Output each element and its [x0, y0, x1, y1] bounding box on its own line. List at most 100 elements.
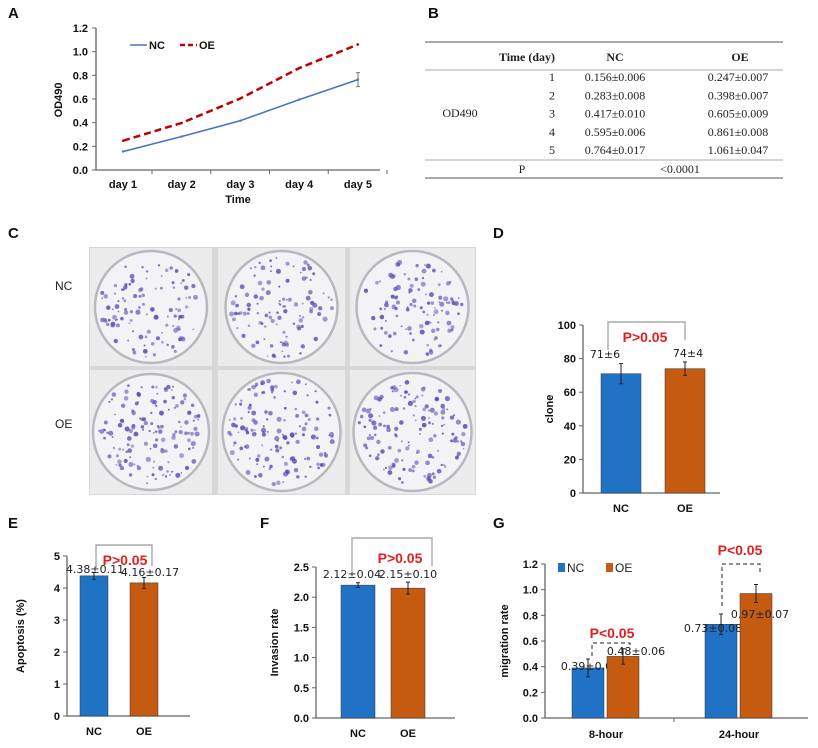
colony-dot	[232, 444, 235, 447]
colony-dot	[363, 288, 369, 293]
colony-dot	[146, 329, 151, 334]
colony-dot	[103, 428, 107, 432]
colony-dot	[114, 319, 117, 322]
colony-dot	[282, 481, 285, 484]
table-cell-nc: 0.764±0.017	[585, 143, 646, 157]
colony-dot	[174, 430, 178, 434]
colony-dot	[407, 277, 411, 281]
colony-dot	[419, 306, 423, 310]
colony-dot	[377, 453, 380, 457]
colony-dot	[160, 275, 163, 277]
colony-dot	[120, 288, 123, 291]
y-tick-label: 1.5	[294, 622, 309, 634]
colony-dot	[161, 340, 164, 344]
colony-dot	[432, 313, 435, 317]
error-bar	[92, 571, 96, 580]
colony-dot	[428, 292, 434, 298]
bar-oe-24-hour	[739, 593, 773, 719]
colony-dot	[255, 340, 260, 345]
colony-dot	[191, 283, 196, 289]
colony-dot	[244, 428, 249, 432]
x-tick-label: OE	[400, 728, 416, 740]
colony-dot	[316, 462, 320, 467]
colony-dot	[173, 444, 179, 449]
colony-dot	[440, 410, 446, 415]
colony-dot	[278, 285, 281, 288]
colony-dot	[317, 311, 322, 317]
colony-dot	[371, 420, 375, 423]
colony-dot	[233, 441, 237, 445]
colony-dot	[316, 445, 321, 450]
colony-dot	[296, 324, 301, 329]
series-line-nc	[122, 78, 359, 153]
colony-dot	[423, 474, 427, 478]
colony-dot	[403, 272, 407, 276]
colony-dot	[415, 395, 419, 399]
colony-dot	[233, 417, 237, 421]
colony-dot	[375, 456, 380, 461]
colony-dot	[372, 425, 378, 430]
y-tick-label: 0.0	[73, 165, 88, 177]
colony-dot	[405, 328, 407, 330]
colony-dot	[145, 277, 148, 280]
colony-dot	[257, 454, 261, 458]
colony-dot	[307, 418, 311, 422]
culture-dish	[224, 249, 339, 365]
y-tick-label: 0.2	[73, 141, 88, 153]
x-tick-label: NC	[350, 728, 366, 740]
colony-dot	[412, 298, 417, 304]
colony-dot	[130, 278, 135, 284]
colony-dot	[164, 475, 168, 478]
colony-dot	[264, 410, 268, 414]
data-table: Time (day) NC OE OD490 1 0.156±0.006 0.247±0.0…	[425, 41, 783, 179]
colony-dot	[160, 448, 165, 454]
colony-dot	[283, 390, 286, 393]
colony-dot	[411, 338, 415, 342]
colony-dot	[111, 435, 114, 439]
table-cell-day: 3	[549, 107, 555, 121]
colony-dot	[437, 450, 439, 452]
colony-dot	[409, 283, 414, 288]
colony-dot	[172, 286, 176, 289]
y-tick-label: 0.6	[523, 636, 538, 648]
data-label: 0.48±0.06	[607, 645, 665, 658]
colony-dot	[436, 468, 442, 474]
colony-dot	[412, 399, 416, 404]
colony-dot	[146, 482, 149, 485]
colony-dot	[261, 287, 265, 291]
colony-dot	[281, 433, 284, 436]
colony-dot	[270, 385, 275, 390]
colony-dot	[397, 448, 402, 453]
colony-dot	[286, 441, 290, 445]
colony-dot	[453, 301, 459, 307]
colony-dot	[301, 410, 306, 415]
colony-dot	[125, 450, 129, 454]
colony-dot	[314, 390, 317, 393]
colony-dot	[117, 459, 122, 465]
colony-dot	[173, 349, 177, 354]
data-label: 0.97±0.07	[731, 608, 789, 621]
colony-dot	[419, 323, 424, 329]
data-label: 71±6	[590, 348, 620, 361]
colony-dot	[445, 281, 451, 286]
colony-dot	[436, 327, 440, 332]
y-tick-label: 60	[564, 387, 576, 399]
colony-dot	[330, 306, 334, 311]
colony-dot	[180, 282, 183, 285]
colony-dot	[290, 434, 294, 438]
colony-dot	[99, 429, 105, 434]
data-label: 0.39±0.07	[561, 660, 619, 673]
colony-dot	[258, 261, 261, 265]
colony-dot	[240, 399, 243, 402]
colony-dot	[150, 422, 154, 426]
colony-dot	[183, 397, 187, 401]
colony-dot	[411, 464, 416, 469]
data-label: 0.73±0.08	[684, 622, 742, 635]
colony-dot	[411, 469, 415, 473]
colony-dot	[388, 465, 393, 471]
table-cell-oe: 0.247±0.007	[708, 70, 769, 84]
colony-dot	[421, 276, 425, 280]
colony-dot	[260, 380, 266, 386]
colony-dot	[264, 456, 270, 462]
